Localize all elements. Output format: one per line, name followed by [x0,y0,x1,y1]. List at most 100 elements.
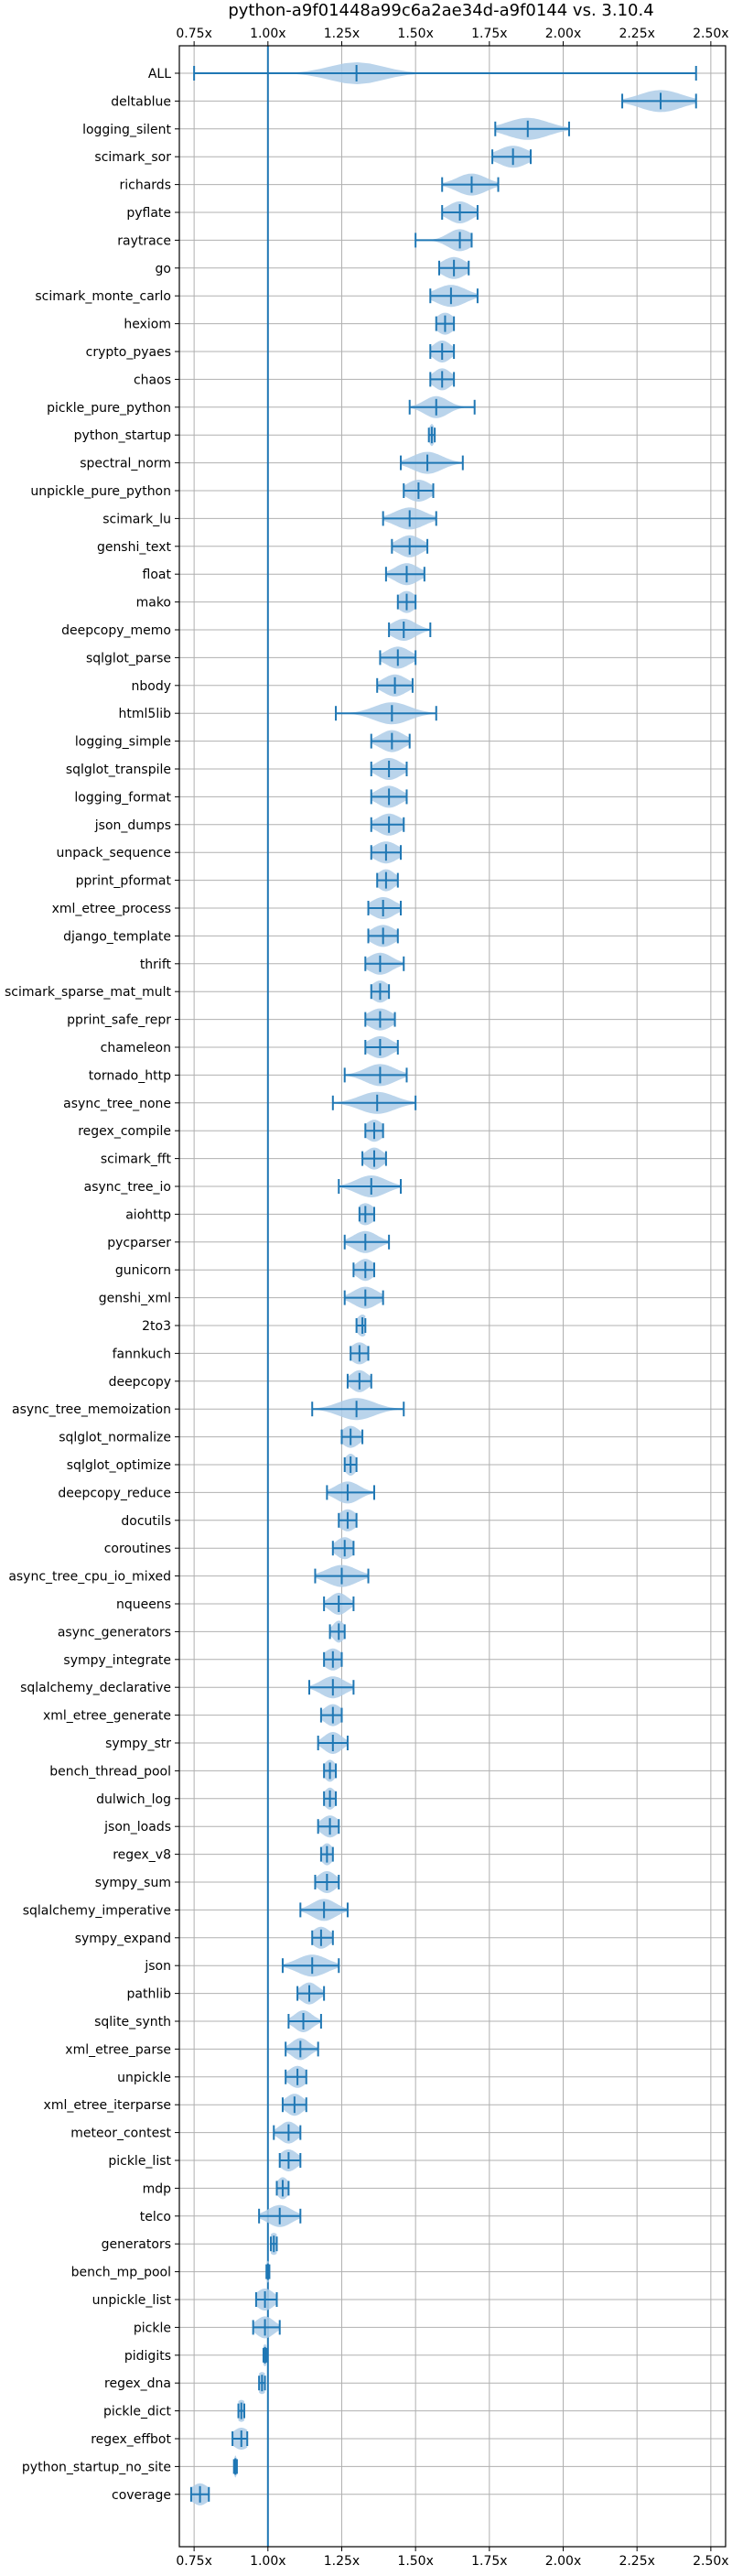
category-label: sqlalchemy_imperative [23,1903,171,1918]
category-label: spectral_norm [80,457,171,471]
category-label: gunicorn [115,1263,171,1278]
category-label: nbody [132,679,172,694]
category-label: pickle [134,2321,171,2335]
category-label: scimark_sor [94,150,171,165]
category-label: 2to3 [142,1319,171,1334]
x-tick-label-top: 2.50x [693,27,728,41]
x-tick-label-bottom: 2.25x [619,2554,654,2569]
x-tick-label-top: 1.50x [397,27,433,41]
category-label: scimark_monte_carlo [35,289,171,304]
category-label: deepcopy [109,1375,171,1390]
category-label: pickle_pure_python [47,401,171,416]
category-label: generators [102,2237,171,2252]
category-label: pprint_safe_repr [67,1013,171,1028]
category-label: deepcopy_memo [61,623,171,638]
violin-layer [189,46,697,2547]
category-label: xml_etree_process [52,902,171,916]
category-label: docutils [121,1514,171,1529]
category-label: regex_dna [104,2376,171,2391]
x-tick-label-bottom: 0.75x [176,2554,211,2569]
category-label: coroutines [104,1542,171,1556]
category-label: deepcopy_reduce [58,1486,171,1500]
category-label: sympy_str [105,1737,171,1751]
category-label: async_tree_memoization [12,1402,171,1417]
x-tick-label-top: 1.25x [324,27,360,41]
category-label: logging_format [74,790,171,805]
category-label: float [143,568,172,582]
category-label: pickle_list [108,2154,171,2169]
grid-layer [179,46,726,2547]
category-label: sqlglot_transpile [66,763,171,777]
category-label: xml_etree_parse [65,2042,171,2057]
x-tick-label-bottom: 1.50x [397,2554,433,2569]
category-label: genshi_text [97,540,172,555]
category-label: sqlglot_normalize [59,1431,171,1445]
chart-title: python-a9f01448a99c6a2ae34d-a9f0144 vs. … [228,1,653,20]
category-label: scimark_sparse_mat_mult [5,985,171,1000]
category-label: scimark_lu [102,512,171,526]
category-label: chaos [134,373,171,387]
x-tick-label-top: 2.25x [619,27,654,41]
category-label: scimark_fft [101,1153,172,1167]
category-label: regex_compile [78,1124,171,1139]
category-label: unpickle_pure_python [30,484,171,499]
category-label: python_startup_no_site [22,2460,171,2474]
category-label: async_tree_io [84,1180,171,1195]
category-label: thrift [140,958,172,972]
category-label: fannkuch [113,1347,171,1361]
axes-layer: 0.75x 0.75x 1.00x 1.00x 1.25x 1.25x 1.50x 1.50x… [5,27,729,2569]
x-tick-label-bottom: 1.75x [471,2554,507,2569]
x-tick-label-top: 0.75x [176,27,211,41]
category-label: async_tree_cpu_io_mixed [8,1570,171,1585]
category-label: json_dumps [94,818,171,833]
x-tick-label-bottom: 2.00x [545,2554,581,2569]
category-label: pyflate [126,206,171,221]
category-label: sympy_expand [75,1932,171,1946]
category-label: nqueens [116,1597,171,1612]
category-label: meteor_contest [70,2127,171,2141]
category-label: sqlglot_optimize [67,1458,171,1473]
category-label: deltablue [111,94,171,109]
category-label: pprint_pformat [76,874,172,889]
category-label: mako [136,596,171,611]
category-label: crypto_pyaes [86,345,171,360]
category-label: html5lib [119,707,172,721]
category-label: raytrace [117,233,171,248]
category-label: xml_etree_iterparse [44,2098,171,2113]
category-label: sympy_sum [95,1876,171,1890]
x-tick-label-bottom: 1.25x [324,2554,360,2569]
category-label: tornado_http [89,1068,171,1083]
category-label: telco [140,2210,171,2224]
category-label: pathlib [127,1987,172,2002]
category-label: go [156,262,171,276]
x-tick-label-top: 1.00x [250,27,285,41]
category-label: unpickle_list [92,2293,172,2308]
category-label: unpack_sequence [57,846,171,860]
category-label: regex_v8 [113,1848,171,1863]
category-label: sqlalchemy_declarative [20,1681,171,1695]
category-label: json_loads [103,1820,171,1835]
x-tick-label-bottom: 1.00x [250,2554,285,2569]
category-label: ALL [148,67,171,81]
category-label: async_generators [58,1625,171,1640]
category-label: aiohttp [125,1207,171,1222]
x-tick-label-top: 1.75x [471,27,507,41]
category-label: sqlglot_parse [86,651,171,666]
category-label: richards [120,179,172,193]
category-label: unpickle [117,2071,171,2085]
category-label: pycparser [107,1236,171,1250]
category-label: genshi_xml [99,1292,171,1306]
category-label: bench_thread_pool [49,1764,171,1779]
plot-frame [178,45,727,2548]
x-tick-label-bottom: 2.50x [693,2554,728,2569]
category-label: mdp [143,2181,172,2196]
category-label: django_template [63,929,171,944]
category-label: xml_etree_generate [43,1709,171,1724]
category-label: regex_effbot [91,2432,171,2447]
category-label: python_startup [74,428,171,443]
category-label: pickle_dict [103,2405,172,2419]
category-label: dulwich_log [96,1792,171,1807]
category-label: pidigits [124,2349,171,2364]
